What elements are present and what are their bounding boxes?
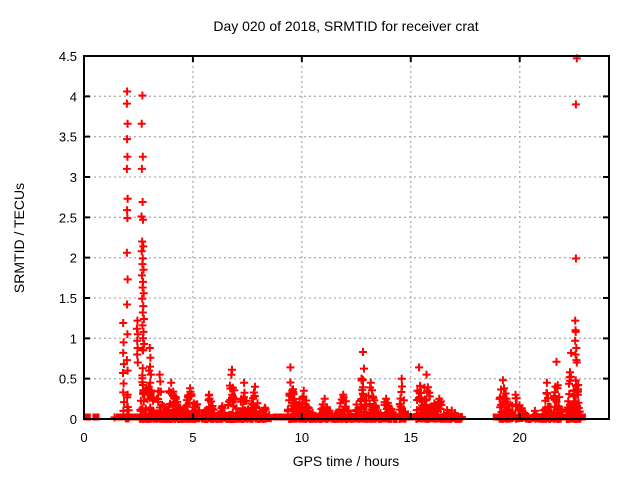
grid-lines (84, 55, 609, 419)
y-tick-label: 1.5 (59, 291, 77, 306)
points-layer (83, 54, 586, 423)
x-tick-label: 15 (404, 430, 418, 445)
x-axis-label: GPS time / hours (293, 453, 400, 469)
y-tick-label: 0 (70, 412, 77, 427)
y-tick-label: 4.5 (59, 49, 77, 64)
y-tick-label: 1 (70, 331, 77, 346)
y-tick-label: 4 (70, 89, 77, 104)
y-tick-label: 2 (70, 251, 77, 266)
grid-layer (84, 55, 609, 419)
axes-layer (83, 55, 610, 420)
y-axis-label: SRMTID / TECUs (11, 183, 27, 293)
tick-label-layer: 0 5 10 15 20 0 0.5 1 1.5 2 2.5 3 3.5 4 4.5 (59, 49, 527, 445)
y-tick-label: 0.5 (59, 372, 77, 387)
x-tick-label: 5 (189, 430, 196, 445)
y-tick-label: 2.5 (59, 210, 77, 225)
plot-border (83, 55, 610, 420)
y-tick-label: 3.5 (59, 130, 77, 145)
y-tick-label: 3 (70, 170, 77, 185)
x-tick-label: 10 (295, 430, 309, 445)
axis-ticks (83, 55, 609, 420)
x-tick-label: 20 (512, 430, 526, 445)
chart-title: Day 020 of 2018, SRMTID for receiver cra… (213, 18, 478, 34)
x-tick-label: 0 (80, 430, 87, 445)
scatter-plus-markers (110, 54, 585, 423)
